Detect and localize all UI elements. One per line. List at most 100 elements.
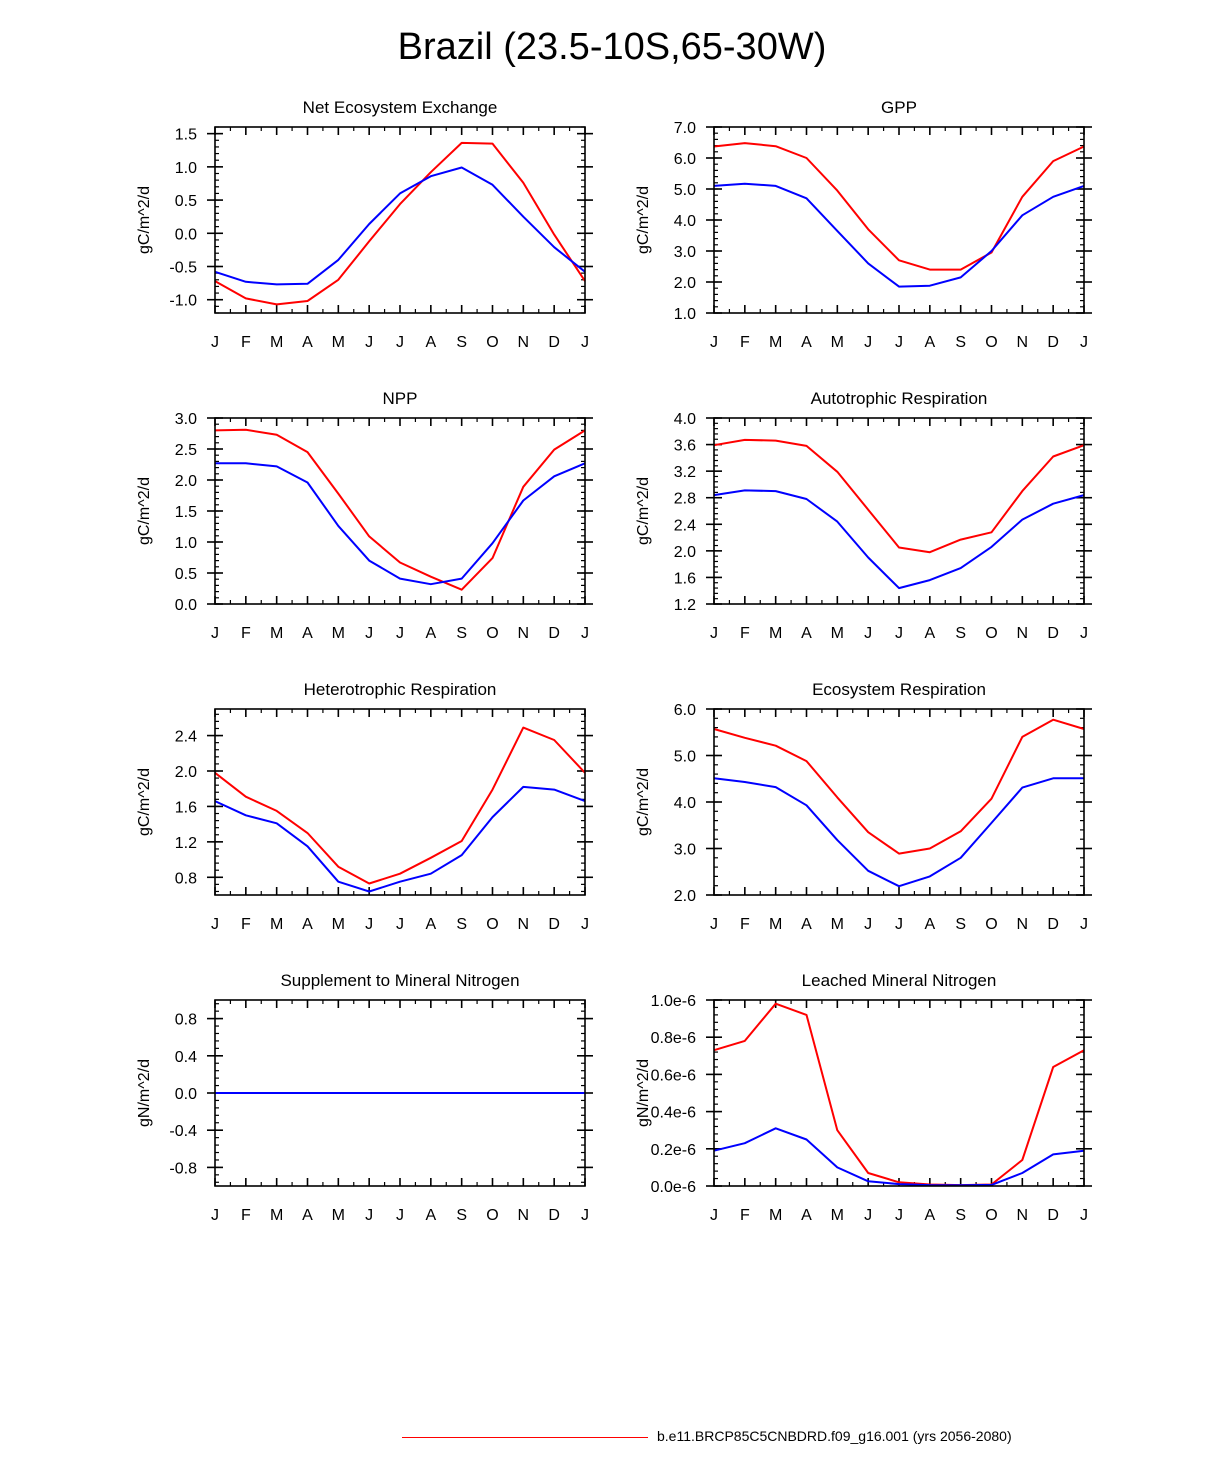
y-tick-label: 0.6e-6 (651, 1067, 696, 1084)
x-tick-label: F (740, 334, 750, 351)
x-tick-label: O (486, 334, 498, 351)
chart-autotrophic-respiration: Autotrophic Respiration gC/m^2/d J F M A M J J A S… (635, 389, 1092, 642)
series-line-red (713, 438, 1085, 554)
chart-title: NPP (383, 389, 418, 408)
plot-frame (214, 417, 586, 605)
x-tick-label: J (581, 916, 589, 933)
x-tick-label: J (895, 916, 903, 933)
y-tick-label: 1.0e-6 (651, 993, 696, 1010)
plot-frame (214, 999, 586, 1187)
series-line-blue (713, 777, 1084, 888)
x-tick-label: N (1017, 334, 1029, 351)
y-tick-label: 2.4 (175, 729, 197, 746)
x-tick-label: M (831, 1207, 844, 1224)
chart-title: Supplement to Mineral Nitrogen (280, 971, 519, 990)
y-tick-label: 3.0 (175, 411, 197, 428)
x-tick-label: O (985, 334, 997, 351)
y-tick-label: 2.0 (674, 544, 696, 561)
y-tick-label: 0.0 (175, 226, 197, 243)
chart-supplement-to-mineral-nitrogen: Supplement to Mineral Nitrogen gN/m^2/d J F… (136, 971, 593, 1224)
y-tick-label: 1.5 (175, 127, 197, 144)
y-tick-label: 3.0 (674, 842, 696, 859)
chart-title: Autotrophic Respiration (811, 389, 988, 408)
y-tick-label: 2.0 (175, 764, 197, 781)
x-tick-label: A (924, 625, 935, 642)
x-tick-label: J (895, 334, 903, 351)
y-tick-label: 3.6 (674, 438, 696, 455)
y-tick-label: 5.0 (674, 749, 696, 766)
x-tick-label: F (740, 916, 750, 933)
x-tick-label: J (864, 334, 872, 351)
x-tick-label: J (365, 334, 373, 351)
x-tick-label: A (801, 334, 812, 351)
x-tick-label: M (769, 334, 782, 351)
x-tick-label: F (740, 1207, 750, 1224)
y-tick-label: 0.0 (175, 597, 197, 614)
y-tick-label: 3.2 (674, 464, 696, 481)
plot-frame (713, 126, 1085, 314)
y-tick-label: -0.8 (169, 1160, 197, 1177)
x-tick-label: J (211, 1207, 219, 1224)
plot-frame (713, 708, 1085, 896)
plot-frame (713, 999, 1085, 1187)
y-tick-label: 2.5 (175, 442, 197, 459)
chart-heterotrophic-respiration: Heterotrophic Respiration gC/m^2/d J F M A M J J… (136, 680, 593, 933)
page-title: Brazil (23.5-10S,65-30W) (397, 26, 827, 68)
y-tick-label: 1.6 (674, 570, 696, 587)
x-tick-label: D (1047, 625, 1059, 642)
y-axis-label: gC/m^2/d (136, 768, 153, 836)
y-tick-label: 1.2 (674, 597, 696, 614)
x-tick-label: J (581, 334, 589, 351)
y-tick-label: 7.0 (674, 120, 696, 137)
chart-npp: NPP gC/m^2/d J F M A M J J A S O N D J 0.0 0.5 1.0 1.5 2.0 2… (136, 389, 593, 642)
y-tick-label: -0.5 (169, 260, 197, 277)
x-tick-label: A (801, 1207, 812, 1224)
x-tick-label: D (1047, 334, 1059, 351)
x-tick-label: J (864, 1207, 872, 1224)
x-tick-label: J (1080, 916, 1088, 933)
x-tick-label: M (332, 334, 345, 351)
series-line-red (214, 428, 586, 591)
x-tick-label: O (985, 1207, 997, 1224)
x-tick-label: A (302, 1207, 313, 1224)
x-tick-label: N (518, 1207, 530, 1224)
y-tick-label: -0.4 (169, 1123, 197, 1140)
x-tick-label: M (332, 625, 345, 642)
x-tick-label: A (302, 916, 313, 933)
x-tick-label: O (985, 916, 997, 933)
y-tick-label: -1.0 (169, 293, 197, 310)
series-line-red (713, 718, 1085, 855)
chart-title: Leached Mineral Nitrogen (802, 971, 997, 990)
x-tick-label: J (581, 1207, 589, 1224)
legend-label: b.e11.BRCP85C5CNBDRD.f09_g16.001 (yrs 20… (657, 1428, 1012, 1444)
x-tick-label: J (365, 916, 373, 933)
x-tick-label: O (486, 625, 498, 642)
series-line-red (214, 726, 586, 885)
x-tick-label: A (425, 334, 436, 351)
series-line-blue (713, 182, 1085, 288)
y-tick-label: 1.0 (175, 160, 197, 177)
x-tick-label: J (710, 1207, 718, 1224)
y-tick-label: 6.0 (674, 151, 696, 168)
x-tick-label: M (831, 916, 844, 933)
y-tick-label: 1.2 (175, 835, 197, 852)
x-tick-label: D (1047, 916, 1059, 933)
x-tick-label: A (924, 916, 935, 933)
x-tick-label: J (211, 625, 219, 642)
x-tick-label: A (924, 334, 935, 351)
x-tick-label: D (548, 1207, 560, 1224)
x-tick-label: J (895, 625, 903, 642)
x-tick-label: M (332, 916, 345, 933)
y-tick-label: 2.8 (674, 491, 696, 508)
y-tick-label: 0.5 (175, 193, 197, 210)
plot-frame (214, 708, 586, 896)
y-tick-label: 1.0 (175, 535, 197, 552)
x-tick-label: A (425, 1207, 436, 1224)
y-axis-label: gN/m^2/d (635, 1059, 652, 1127)
x-tick-label: J (211, 916, 219, 933)
y-axis-label: gC/m^2/d (136, 477, 153, 545)
x-tick-label: S (955, 1207, 966, 1224)
x-tick-label: M (831, 625, 844, 642)
x-tick-label: J (895, 1207, 903, 1224)
x-tick-label: M (831, 334, 844, 351)
